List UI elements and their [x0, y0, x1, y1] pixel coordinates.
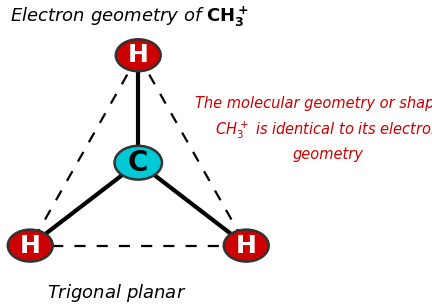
- Text: H: H: [236, 234, 257, 258]
- Text: $\bf{\it{Trigonal\ planar}}$: $\bf{\it{Trigonal\ planar}}$: [47, 282, 186, 304]
- Text: The molecular geometry or shape of
$CH_3^+$ is identical to its electron
geometr: The molecular geometry or shape of $CH_3…: [195, 96, 432, 162]
- Text: $\it{Electron\ geometry\ of\ }$$\mathbf{CH_3^+}$: $\it{Electron\ geometry\ of\ }$$\mathbf{…: [10, 5, 249, 29]
- Circle shape: [114, 146, 162, 180]
- Circle shape: [116, 39, 161, 71]
- Circle shape: [8, 230, 53, 262]
- Text: H: H: [128, 43, 149, 67]
- Text: H: H: [20, 234, 41, 258]
- Circle shape: [224, 230, 269, 262]
- Text: C: C: [128, 149, 149, 177]
